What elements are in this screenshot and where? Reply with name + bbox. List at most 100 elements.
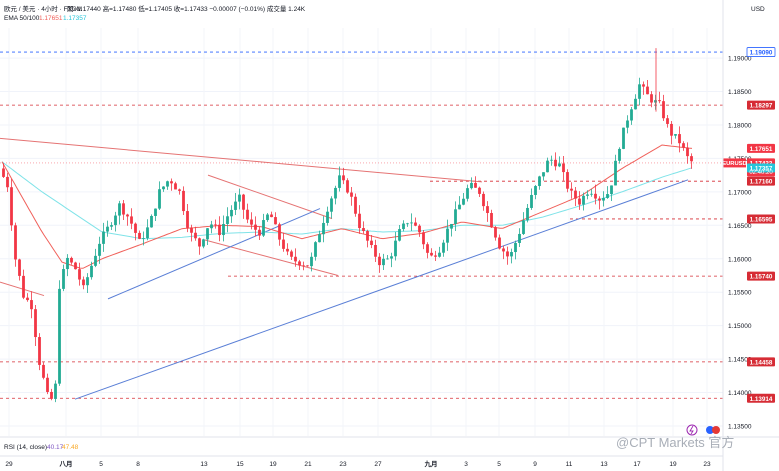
candle-body [30, 300, 33, 310]
candle-body [142, 238, 145, 239]
price-tick-label: 1.14500 [728, 357, 752, 364]
candle-body [118, 203, 121, 216]
candle-body [34, 309, 37, 338]
candle-body [258, 229, 261, 236]
candle-body [362, 228, 365, 232]
candle-body [670, 123, 673, 136]
candle-body [554, 159, 557, 167]
watermark: @CPT Markets 官方 [616, 435, 734, 450]
candle-body [606, 194, 609, 198]
candle-body [366, 231, 369, 241]
candle-body [534, 186, 537, 195]
time-tick-label: 15 [236, 461, 244, 468]
time-tick-label: 23 [339, 461, 347, 468]
candle-body [78, 269, 81, 280]
candle-body [358, 213, 361, 229]
candle-body [426, 244, 429, 253]
candle-body [238, 194, 241, 202]
candle-body [626, 120, 629, 128]
ema-lines [1, 144, 693, 269]
time-tick-label: 13 [600, 461, 608, 468]
candle-body [54, 383, 57, 399]
rsi-label[interactable]: RSI (14, close) [4, 444, 47, 451]
candle-body [14, 225, 17, 260]
candle-body [134, 223, 137, 233]
price-tag-box [747, 143, 775, 153]
price-tag-label: 1.15740 [750, 274, 773, 281]
candle-body [410, 222, 413, 224]
candle-body [354, 196, 357, 214]
price-tick-label: 1.16500 [728, 223, 752, 230]
candle-body [42, 364, 45, 378]
price-tag-box [747, 393, 775, 403]
time-axis[interactable]: 29 八月 5 8 13 15 19 21 23 27 九月 3 5 9 11 13 17 19 23 [5, 459, 711, 468]
candle-body [638, 84, 641, 99]
candle-body [266, 214, 269, 221]
candle-body [506, 251, 509, 257]
trendlines [0, 137, 689, 400]
candle-body [270, 214, 273, 218]
candle-body [406, 223, 409, 225]
candle-body [262, 220, 265, 236]
price-tag-box [747, 176, 775, 186]
candle-body [314, 242, 317, 257]
candle-body [510, 252, 513, 257]
time-tick-label: 9 [533, 461, 537, 468]
candle-body [530, 194, 533, 208]
candle-body [610, 185, 613, 195]
candle-body [126, 214, 129, 217]
candle-body [342, 175, 345, 181]
price-tag-box [747, 100, 775, 110]
candle-body [234, 201, 237, 210]
price-tick-label: 1.15500 [728, 290, 752, 297]
channel-lower-red [204, 239, 339, 276]
candle-body [542, 172, 545, 177]
candle-body [494, 227, 497, 238]
candle-body [578, 198, 581, 205]
rsi-value: 40.17 [47, 444, 64, 451]
candle-body [98, 243, 101, 256]
candle-body [438, 252, 441, 257]
candle-body [326, 211, 329, 223]
trendline-short-blue [107, 208, 321, 300]
candle-body [630, 109, 633, 121]
candle-body [130, 216, 133, 224]
ema100-legend-value: 1.17357 [63, 15, 87, 22]
candle-body [154, 208, 157, 216]
price-tag-label: 1.17160 [750, 179, 773, 186]
candle-body [2, 168, 5, 177]
lightning-icon[interactable] [686, 424, 698, 436]
candle-body [302, 265, 305, 267]
candle-body [74, 262, 77, 270]
candle-body [298, 261, 301, 266]
event-flag-icon-2[interactable] [712, 426, 720, 434]
candle-body [498, 237, 501, 249]
trendline-left-red [0, 281, 45, 297]
candle-body [526, 207, 529, 221]
time-tick-label: 11 [566, 461, 573, 468]
price-axis[interactable]: 1.13500 1.14000 1.14500 1.15000 1.15500 1.160… [728, 56, 752, 431]
candle-body [478, 187, 481, 194]
candle-body [346, 180, 349, 193]
candle-body [170, 181, 173, 184]
candle-body [6, 176, 9, 188]
candle-body [86, 277, 89, 286]
candle-body [122, 203, 125, 215]
candle-body [398, 229, 401, 241]
price-tag-box [747, 214, 775, 224]
candle-body [570, 188, 573, 191]
candle-body [254, 224, 257, 230]
candle-body [70, 257, 73, 263]
candle-body [634, 98, 637, 110]
time-tick-label: 3 [464, 461, 468, 468]
candle-body [182, 190, 185, 212]
candle-body [470, 182, 473, 189]
candle-body [330, 198, 333, 212]
ema-legend-label[interactable]: EMA 50/100 [4, 15, 40, 22]
candle-body [202, 239, 205, 247]
event-flag-icon-1[interactable] [706, 426, 714, 434]
candle-body [58, 288, 61, 384]
symbol-title: 欧元 / 美元 · 4小时 · FXCM [4, 4, 82, 13]
candle-body [162, 186, 165, 190]
